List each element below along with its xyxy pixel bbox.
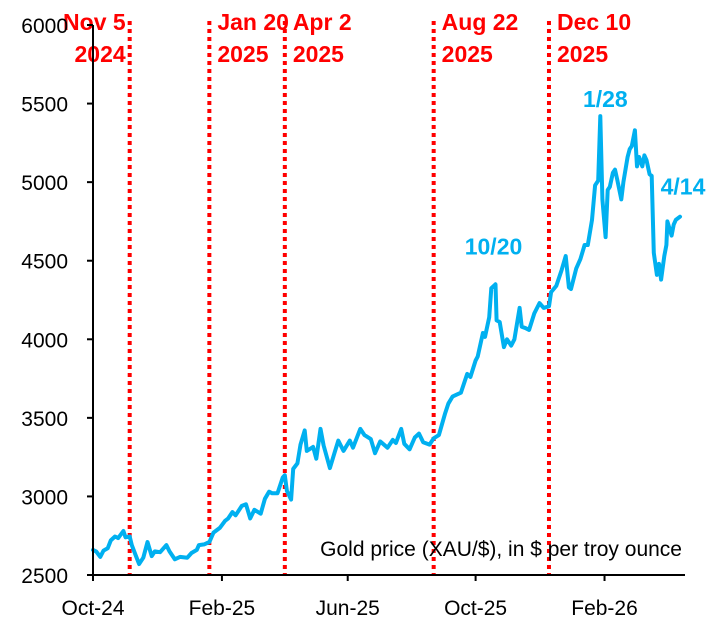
y-tick-label: 3500 [21, 408, 68, 431]
x-tick-label: Feb-25 [189, 597, 256, 620]
x-tick-label: Oct-24 [61, 597, 124, 620]
x-tick-label: Feb-26 [571, 597, 638, 620]
event-label-year: 2025 [442, 41, 493, 67]
event-label-date: Aug 22 [442, 9, 519, 35]
y-tick-label: 3000 [21, 486, 68, 509]
event-label-date: Dec 10 [557, 9, 631, 35]
event-label-year: 2025 [293, 41, 344, 67]
annotation-label: 1/28 [583, 86, 628, 112]
x-tick-label: Oct-25 [444, 597, 507, 620]
event-label-date: Apr 2 [293, 9, 352, 35]
gold-price-line [91, 114, 682, 566]
annotation-label: 4/14 [661, 174, 706, 200]
y-tick-label: 5000 [21, 172, 68, 195]
event-label-year: 2025 [217, 41, 268, 67]
y-tick-label: 4500 [21, 251, 68, 274]
event-label-year: 2025 [557, 41, 608, 67]
event-label-date: Jan 20 [217, 9, 289, 35]
y-tick-label: 2500 [21, 565, 68, 588]
legend-label: Gold price (XAU/$), in $ per troy ounce [320, 538, 682, 561]
x-tick-label: Jun-25 [316, 597, 380, 620]
y-tick-label: 4000 [21, 329, 68, 352]
y-tick-label: 6000 [21, 15, 68, 38]
y-tick-label: 5500 [21, 94, 68, 117]
axes: 2500 3000 3500 4000 4500 5000 5500 6000 Oct-24 Fe… [21, 15, 685, 620]
event-label-year: 2024 [75, 41, 126, 67]
annotations: 10/20 1/28 4/14 [465, 86, 706, 259]
annotation-label: 10/20 [465, 233, 523, 259]
event-label-date: Nov 5 [63, 9, 126, 35]
